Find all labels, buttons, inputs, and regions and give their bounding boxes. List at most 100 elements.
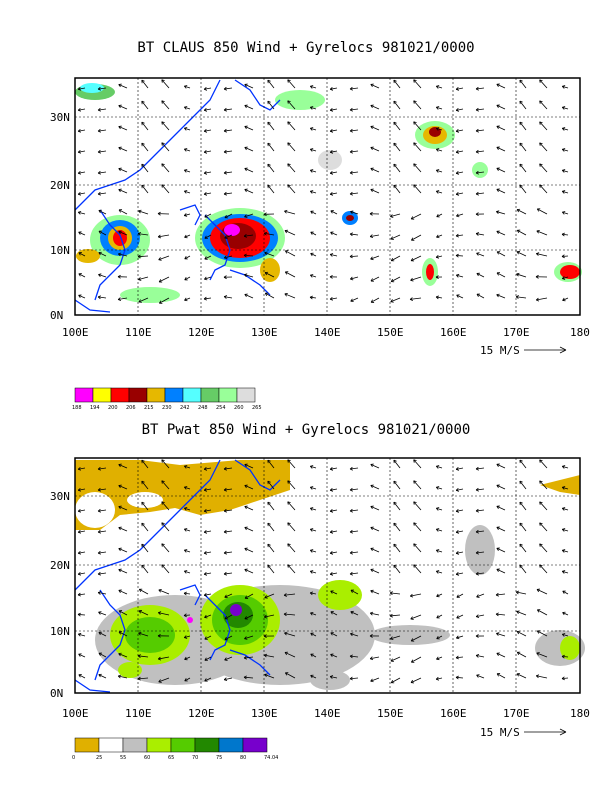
wind-arrowhead: [183, 148, 188, 152]
wind-arrow: [410, 677, 422, 684]
wind-arrow: [184, 127, 191, 131]
wind-arrow: [78, 653, 86, 658]
wind-arrowhead: [349, 254, 353, 259]
wind-arrow: [456, 274, 464, 278]
wind-arrow: [267, 480, 275, 490]
wind-arrowhead: [496, 632, 500, 636]
wind-arrow: [310, 675, 317, 679]
wind-arrowhead: [244, 505, 248, 510]
wind-arrow: [456, 294, 464, 299]
wind-arrowhead: [561, 486, 566, 490]
wind-arrow: [330, 171, 338, 174]
wind-arrow: [476, 293, 485, 299]
wind-arrow: [496, 188, 506, 194]
wind-arrowhead: [263, 212, 267, 217]
wind-arrow: [476, 233, 485, 236]
wind-arrow: [413, 163, 422, 173]
wind-arrowhead: [263, 231, 268, 236]
wind-arrow: [267, 184, 275, 194]
wind-arrowhead: [455, 129, 460, 133]
wind-arrowhead: [77, 632, 82, 637]
wind-arrowhead: [161, 100, 165, 104]
wind-arrowhead: [561, 676, 565, 681]
wind-arrow: [539, 543, 548, 553]
wind-arrowhead: [244, 146, 248, 151]
wind-arrowhead: [330, 590, 334, 594]
wind-arrowhead: [519, 100, 523, 105]
pwat-shading: [75, 460, 585, 690]
wind-arrow: [310, 465, 317, 469]
wind-arrowhead: [309, 295, 313, 300]
wind-arrowhead: [98, 611, 102, 615]
wind-arrowhead: [77, 86, 82, 91]
wind-arrowhead: [455, 551, 460, 555]
colorbar-label: 254: [216, 405, 226, 411]
colorbar-swatch: [146, 737, 172, 753]
wind-arrowhead: [203, 86, 208, 91]
wind-arrowhead: [496, 83, 500, 87]
wind-arrowhead: [183, 507, 188, 511]
pwat-xlabel-110e: 110E: [125, 707, 152, 720]
wind-arrowhead: [183, 528, 188, 532]
wind-arrowhead: [203, 128, 208, 133]
wind-arrowhead: [137, 654, 141, 658]
wind-arrowhead: [141, 163, 145, 168]
wind-arrow: [264, 272, 275, 278]
wind-arrowhead: [370, 526, 374, 531]
wind-arrowhead: [330, 231, 334, 235]
wind-arrowhead: [349, 128, 353, 133]
wind-arrow: [562, 590, 569, 595]
wind-arrow: [413, 522, 422, 532]
wind-arrowhead: [393, 121, 397, 126]
wind-arrowhead: [117, 674, 122, 679]
wind-arrow: [204, 255, 212, 260]
wind-arrow: [118, 675, 128, 679]
wind-arrow: [562, 297, 569, 301]
wind-arrowhead: [224, 594, 228, 599]
claus-xlabel-110e: 110E: [125, 326, 152, 339]
wind-arrowhead: [158, 300, 163, 304]
wind-arrow: [496, 272, 506, 278]
wind-arrow: [370, 505, 380, 511]
wind-arrow: [78, 273, 86, 278]
wind-arrow: [436, 614, 443, 619]
wind-arrowhead: [204, 256, 208, 260]
wind-arrowhead: [138, 277, 142, 281]
wind-arrowhead: [349, 571, 353, 576]
wind-arrowhead: [78, 231, 82, 235]
wind-arrow: [519, 480, 527, 490]
wind-arrowhead: [161, 480, 165, 484]
wind-arrow: [244, 548, 254, 553]
wind-arrow: [224, 530, 233, 533]
wind-arrow: [310, 549, 317, 553]
wind-arrow: [436, 148, 443, 152]
wind-arrow: [161, 522, 170, 532]
wind-arrowhead: [496, 505, 500, 509]
wind-arrowhead: [97, 295, 101, 300]
wind-arrow: [349, 255, 359, 258]
wind-arrowhead: [435, 528, 440, 532]
wind-arrow: [350, 655, 359, 658]
wind-arrow: [284, 652, 296, 658]
wind-arrowhead: [516, 673, 520, 677]
wind-arrowhead: [98, 230, 102, 234]
wind-arrow: [413, 501, 422, 511]
wind-arrowhead: [264, 673, 268, 678]
wind-arrowhead: [350, 610, 354, 615]
wind-arrowhead: [244, 214, 248, 218]
wind-arrowhead: [436, 635, 440, 640]
wind-arrowhead: [539, 79, 543, 83]
wind-arrowhead: [329, 488, 334, 492]
wind-arrow: [287, 543, 296, 553]
colorbar-swatch: [74, 387, 94, 403]
wind-arrow: [267, 543, 275, 553]
wind-arrow: [350, 129, 359, 132]
wind-arrow: [184, 190, 191, 194]
wind-arrow: [330, 509, 338, 512]
wind-arrow: [496, 167, 506, 173]
claus-xlabel-130e: 130E: [251, 326, 278, 339]
wind-arrowhead: [410, 638, 415, 642]
claus-winds: [77, 79, 569, 304]
wind-arrow: [244, 464, 254, 469]
wind-arrowhead: [535, 274, 539, 279]
